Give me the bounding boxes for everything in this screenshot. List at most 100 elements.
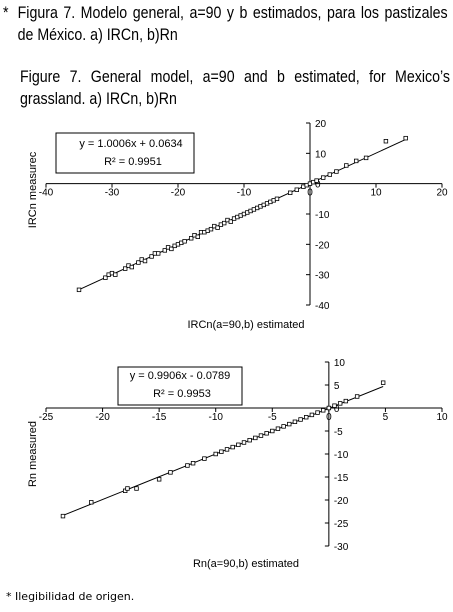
chart2-x-tick-label: 10 xyxy=(436,412,448,423)
chart2-data-point xyxy=(315,410,320,415)
chart1-data-point xyxy=(162,248,167,253)
chart1-data-point xyxy=(287,190,293,195)
chart1-x-tick-label: 10 xyxy=(370,188,382,199)
chart2-y-tick-label: -25 xyxy=(334,519,349,530)
chart1-data-point xyxy=(320,175,326,180)
chart2-data-point xyxy=(89,500,94,505)
chart2-data-point xyxy=(219,449,224,454)
chart1-y-tick-label: -20 xyxy=(315,240,330,251)
chart1-data-point xyxy=(169,246,174,252)
chart1-data-point xyxy=(327,172,332,177)
chart2-y-tick-label: -30 xyxy=(334,542,349,553)
chart2-y-tick-label: 5 xyxy=(334,381,340,392)
chart1-data-point xyxy=(123,266,128,271)
chart1-equation-box xyxy=(55,132,195,174)
chart1-data-point xyxy=(353,158,359,164)
chart2-data-point xyxy=(185,463,190,468)
chart1-data-point xyxy=(208,226,214,232)
chart2-data-point xyxy=(156,477,162,482)
chart2-data-point xyxy=(258,433,264,438)
chart1-y-tick-label: -40 xyxy=(315,301,330,312)
chart2-y-tick-label: -15 xyxy=(334,473,349,484)
chart2-data-point xyxy=(123,488,128,493)
chart2-equation-box xyxy=(117,366,243,406)
chart2-data-point xyxy=(343,398,349,404)
chart1-x-tick-label: 0 xyxy=(307,188,313,199)
chart1-data-point xyxy=(136,260,141,265)
chart1-data-point xyxy=(215,225,220,230)
chart2-x-tick-label: -10 xyxy=(208,412,223,423)
chart2-data-point xyxy=(380,380,386,385)
chart1-data-point xyxy=(334,169,339,174)
chart1-data-point xyxy=(149,254,154,259)
chart2-x-tick-label: -20 xyxy=(95,412,110,423)
chart1-y-tick-label: 0 xyxy=(315,180,321,191)
chart2-data-point xyxy=(168,470,173,475)
chart2-y-tick-label: -20 xyxy=(334,496,349,507)
chart1-x-tick-label: 20 xyxy=(436,188,448,199)
caption-english: Figure 7. General model, a=90 and b esti… xyxy=(20,68,450,108)
chart2-y-tick-label: 10 xyxy=(334,358,346,369)
chart2-data-point xyxy=(230,444,235,450)
chart1-data-point xyxy=(344,163,349,168)
chart2-data-point xyxy=(213,451,218,457)
chart2-y-tick-label: -10 xyxy=(334,450,349,461)
caption-spanish: * Figura 7. Modelo general, a=90 y b est… xyxy=(3,2,448,46)
chart1-data-point xyxy=(363,155,369,161)
chart2-data-point xyxy=(236,442,241,447)
chart2-data-point xyxy=(326,405,332,411)
chart2-data-point xyxy=(190,460,196,466)
chart1-data-point xyxy=(113,272,118,277)
chart1-data-point xyxy=(274,196,280,202)
chart2-data-point xyxy=(134,486,139,491)
chart1-x-tick-label: -30 xyxy=(105,188,120,199)
chart2-x-tick-label: 0 xyxy=(326,412,332,423)
chart1-y-tick-label: -30 xyxy=(315,271,330,282)
chart1-data-point xyxy=(188,236,194,241)
chart1-x-tick-label: -20 xyxy=(171,188,186,199)
chart2-data-point xyxy=(332,403,337,408)
chart1-equation: y = 1.0006x + 0.0634 xyxy=(79,138,182,150)
chart1-data-point xyxy=(142,258,148,264)
chart2-data-point xyxy=(202,456,207,461)
chart1-y-tick-label: 20 xyxy=(315,119,327,130)
chart1-r-squared: R² = 0.9951 xyxy=(104,156,162,168)
chart1-x-tick-label: -10 xyxy=(237,188,252,199)
chart2-data-point xyxy=(270,428,275,434)
chart1-y-tick-label: 10 xyxy=(315,149,327,160)
chart1-data-point xyxy=(294,187,299,192)
chart2-data-point xyxy=(292,419,298,424)
chart1-data-point xyxy=(195,234,200,239)
chart2-data-point xyxy=(264,431,269,436)
chart1-data-point xyxy=(228,219,233,224)
chart1-y-axis-title: IRCn measurec xyxy=(27,151,39,228)
chart2-data-point xyxy=(309,412,315,418)
chart1-data-point xyxy=(76,287,82,293)
chart2-data-point xyxy=(275,426,281,431)
chart2-data-point xyxy=(320,408,326,413)
chart2-data-point xyxy=(304,414,309,420)
chart2-r-squared: R² = 0.9953 xyxy=(153,388,211,400)
footnote: * Ilegibilidad de origen. xyxy=(6,590,135,603)
chart2-data-point xyxy=(224,447,230,452)
chart1-data-point xyxy=(155,251,161,256)
chart2-x-tick-label: -25 xyxy=(39,412,54,423)
chart2-y-axis-title: Rn measured xyxy=(27,421,39,487)
chart1-x-axis-title: IRCn(a=90,b) estimated xyxy=(187,319,304,331)
chart2-data-point xyxy=(298,417,303,422)
caption-spanish-text: Figura 7. Modelo general, a=90 y b estim… xyxy=(17,4,448,44)
chart1-data-point xyxy=(182,239,187,244)
chart2-data-point xyxy=(60,513,66,519)
chart2-data-point xyxy=(337,401,343,406)
chart2-x-axis-title: Rn(a=90,b) estimated xyxy=(193,558,299,570)
chart2-x-tick-label: -5 xyxy=(268,412,277,423)
chart2-data-point xyxy=(241,440,247,445)
chart1-y-tick-label: -10 xyxy=(315,210,330,221)
chart2-data-point xyxy=(125,486,130,491)
chart2-x-tick-label: -15 xyxy=(152,412,167,423)
chart1-data-point xyxy=(129,264,134,270)
chart1-data-point xyxy=(221,220,227,226)
chart2-x-tick-label: 5 xyxy=(383,412,389,423)
caption-marker: * xyxy=(3,4,9,22)
